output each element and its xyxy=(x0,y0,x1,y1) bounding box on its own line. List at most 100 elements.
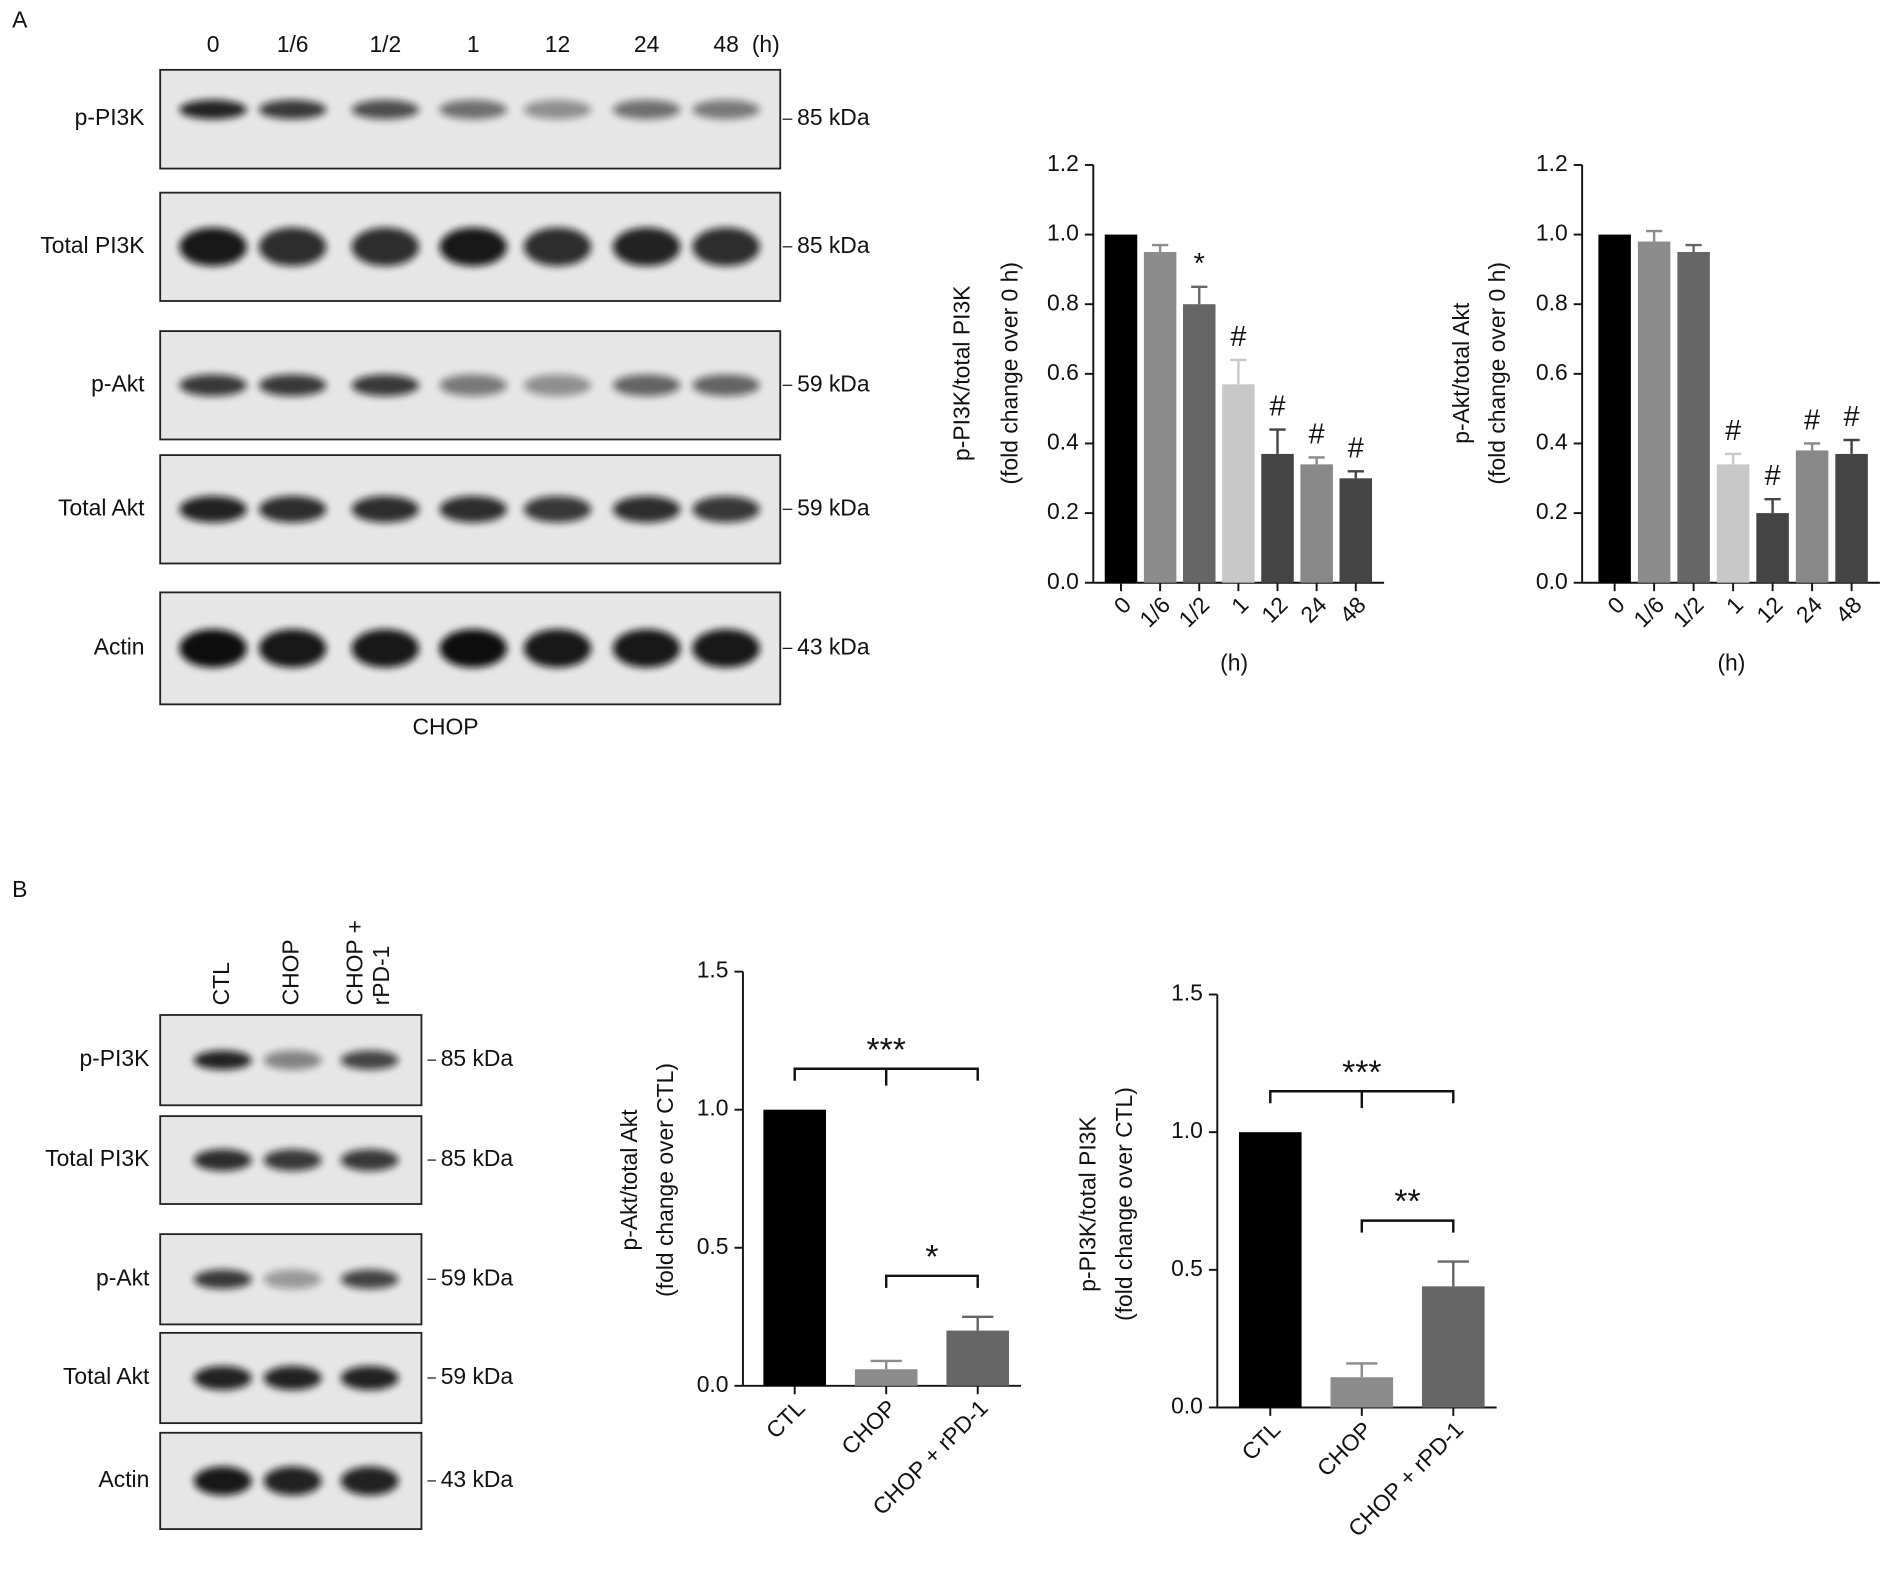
x-tick-label: 48 xyxy=(1334,591,1370,627)
row-label: p-Akt xyxy=(91,370,145,396)
y-tick-label: 0.8 xyxy=(1536,289,1568,315)
size-label: 59 kDa xyxy=(441,1264,514,1290)
y-tick-label: 0.2 xyxy=(1536,498,1568,524)
band xyxy=(179,99,247,120)
x-tick-label: 0 xyxy=(1109,591,1136,618)
y-tick-label: 0.2 xyxy=(1047,498,1079,524)
bar xyxy=(1716,464,1750,583)
size-label: 43 kDa xyxy=(797,633,870,659)
y-tick-label: 0.6 xyxy=(1047,359,1079,385)
lane-label: 0 xyxy=(207,31,220,57)
band xyxy=(193,1466,252,1496)
y-tick-label: 0.0 xyxy=(1047,568,1079,594)
bar xyxy=(1421,1286,1485,1408)
band xyxy=(612,227,681,267)
band xyxy=(523,374,592,397)
x-tick-label: 12 xyxy=(1751,591,1787,627)
bar xyxy=(1222,384,1255,583)
y-tick-label: 1.2 xyxy=(1047,150,1079,176)
row-label: p-Akt xyxy=(96,1264,150,1290)
bar xyxy=(1637,241,1671,583)
size-label: 85 kDa xyxy=(441,1145,514,1171)
lane-label: 12 xyxy=(545,31,570,57)
significance-mark: # xyxy=(1804,404,1820,436)
bar xyxy=(946,1330,1010,1386)
significance-bracket xyxy=(885,1274,979,1288)
significance-mark: # xyxy=(1309,418,1325,450)
y-tick-label: 0.0 xyxy=(697,1371,729,1397)
band xyxy=(351,374,420,397)
x-tick-label: 24 xyxy=(1791,591,1828,628)
row-label: Total PI3K xyxy=(45,1145,149,1171)
y-tick-label: 0.5 xyxy=(1171,1255,1203,1281)
error-bar xyxy=(1803,442,1821,451)
x-tick-label: CTL xyxy=(1236,1416,1285,1465)
band xyxy=(193,1365,252,1391)
bar xyxy=(1835,453,1868,583)
bar xyxy=(1795,450,1829,583)
band xyxy=(258,227,327,267)
band xyxy=(523,629,592,668)
band xyxy=(340,1466,399,1496)
row-label: Total Akt xyxy=(63,1363,150,1389)
y-axis-label: (fold change over 0 h) xyxy=(1484,262,1510,484)
x-tick-label: 1 xyxy=(1721,591,1748,618)
band xyxy=(612,99,681,120)
size-label: 85 kDa xyxy=(797,104,870,130)
x-tick-label: 1/2 xyxy=(1173,591,1214,632)
band xyxy=(263,1050,322,1070)
lane-label: 48 xyxy=(713,31,738,57)
y-tick-label: 0.4 xyxy=(1047,429,1079,455)
lane-label: rPD-1 xyxy=(368,946,394,1006)
significance-mark: # xyxy=(1765,460,1781,492)
band xyxy=(263,1365,322,1391)
band xyxy=(612,629,681,668)
y-tick-label: 1.0 xyxy=(697,1095,729,1121)
significance-label: ** xyxy=(1394,1183,1420,1221)
bar xyxy=(1104,234,1138,583)
size-label: 85 kDa xyxy=(797,232,870,258)
error-bar xyxy=(870,1359,902,1370)
row-label: p-PI3K xyxy=(79,1045,149,1071)
y-axis-label: p-Akt/total Akt xyxy=(1448,302,1474,444)
band xyxy=(692,374,760,397)
band xyxy=(439,629,507,668)
lane-label: CHOP xyxy=(278,939,304,1005)
x-tick-label: CHOP xyxy=(1312,1416,1377,1481)
band xyxy=(523,496,592,523)
bar xyxy=(1756,513,1789,583)
bar xyxy=(763,1109,827,1386)
y-tick-label: 0.4 xyxy=(1536,429,1568,455)
bar xyxy=(1143,251,1177,583)
band xyxy=(351,496,420,523)
band xyxy=(179,374,247,397)
error-bar xyxy=(1230,358,1247,385)
significance-mark: # xyxy=(1269,391,1285,423)
y-tick-label: 1.2 xyxy=(1536,150,1568,176)
significance-mark: # xyxy=(1844,401,1860,433)
bar xyxy=(1598,234,1631,583)
error-bar xyxy=(1843,438,1860,454)
error-bar xyxy=(962,1315,994,1331)
panel-label: B xyxy=(12,876,27,902)
significance-bracket xyxy=(1360,1219,1455,1233)
row-label: Actin xyxy=(94,633,145,659)
bar xyxy=(1261,453,1294,583)
band xyxy=(692,227,760,267)
significance-mark: # xyxy=(1725,415,1741,447)
x-tick-label: CTL xyxy=(761,1395,810,1444)
size-label: 85 kDa xyxy=(441,1045,514,1071)
x-tick-label: 1/6 xyxy=(1134,591,1175,632)
y-tick-label: 1.0 xyxy=(1047,220,1079,246)
x-tick-label: 1/6 xyxy=(1628,591,1669,632)
row-label: Total Akt xyxy=(58,494,145,520)
band xyxy=(439,496,507,523)
band xyxy=(351,227,420,267)
band xyxy=(263,1149,322,1171)
band xyxy=(258,374,327,397)
band xyxy=(193,1269,252,1289)
y-tick-label: 1.0 xyxy=(1171,1117,1203,1143)
lane-label: CTL xyxy=(208,962,234,1005)
band xyxy=(351,99,420,120)
